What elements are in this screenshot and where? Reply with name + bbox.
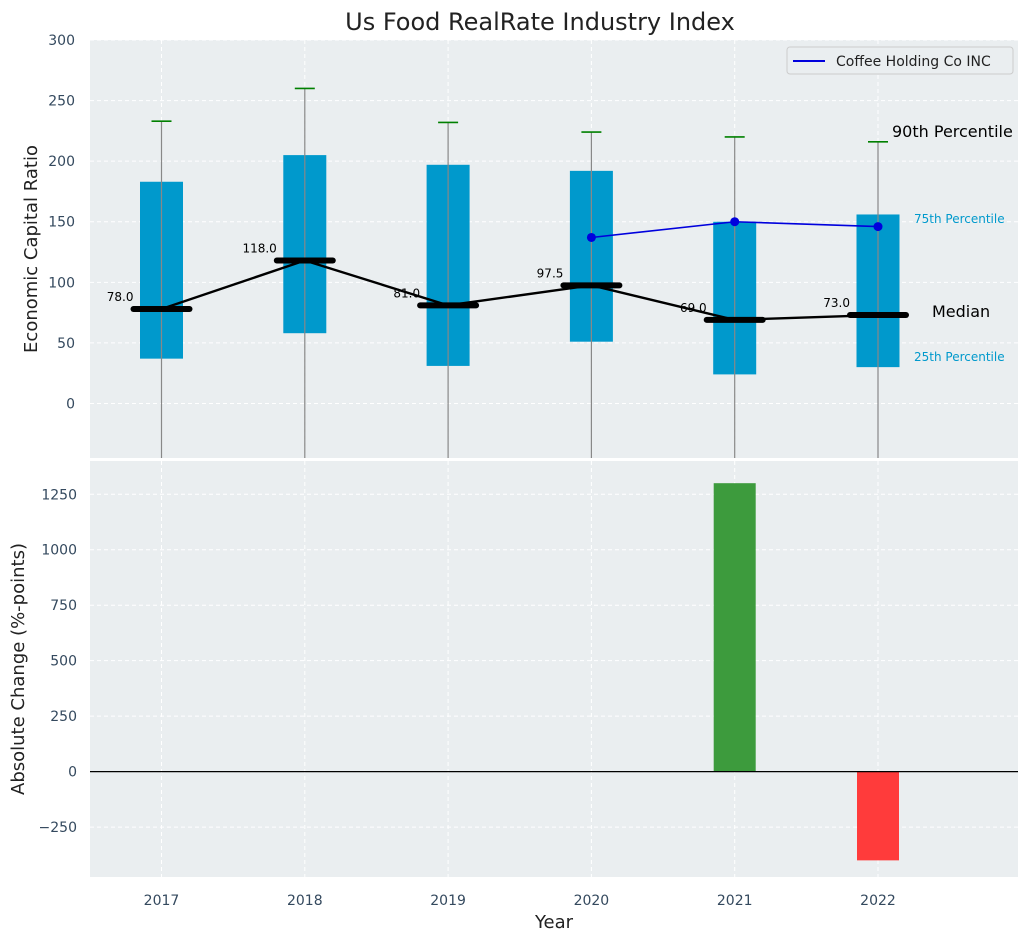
annotation-90th-percentile: 90th Percentile [892,122,1013,141]
x-tick-label: 2019 [430,893,466,909]
series-point [730,217,740,227]
bottom-y-tick-label: 1000 [41,543,77,559]
median-value-label: 69.0 [680,301,707,315]
annotation-median: Median [932,302,990,321]
legend: Coffee Holding Co INC [786,46,1014,75]
x-tick-labels: 2017 2018 2019 2020 2021 2022 [144,893,896,909]
x-tick-label: 2021 [717,893,753,909]
bottom-y-tick-label: 0 [68,765,77,781]
top-y-tick-label: 300 [48,33,75,49]
bottom-y-tick-label: 250 [50,709,77,725]
median-value-label: 78.0 [107,290,134,304]
top-y-tick-label: 250 [48,94,75,110]
series-point [873,222,883,232]
median-value-label: 81.0 [393,286,420,300]
bottom-plot-area [90,483,1018,861]
top-y-tick-label: 0 [66,396,75,412]
legend-label: Coffee Holding Co INC [836,54,991,70]
x-tick-label: 2022 [860,893,896,909]
top-y-tick-labels: 0 50 100 150 200 250 300 [48,33,75,412]
annotation-25th-percentile: 25th Percentile [914,350,1005,364]
series-point [586,232,596,242]
top-y-axis-title: Economic Capital Ratio [21,145,42,353]
bottom-y-tick-label: 500 [50,654,77,670]
median-value-label: 97.5 [537,266,564,280]
median-value-label: 73.0 [823,296,850,310]
median-trend-line [161,259,879,322]
x-tick-label: 2017 [144,893,180,909]
median-value-label: 118.0 [242,242,276,256]
chart-title: Us Food RealRate Industry Index [345,8,735,36]
top-y-tick-label: 200 [48,154,75,170]
legend-box [786,46,1014,75]
top-plot-area: 78.0 118.0 81.0 97.5 69.0 73.0 [107,87,909,458]
top-y-tick-label: 50 [57,336,75,352]
x-tick-label: 2018 [287,893,323,909]
change-bar [857,771,899,861]
top-y-tick-label: 150 [48,215,75,231]
bottom-y-axis-title: Absolute Change (%-points) [8,543,29,795]
top-y-tick-label: 100 [48,275,75,291]
x-axis-title: Year [534,912,574,933]
bottom-y-tick-label: −250 [39,820,77,836]
bottom-y-tick-label: 1250 [41,487,77,503]
bottom-y-tick-label: 750 [50,598,77,614]
change-bar [713,483,756,772]
annotation-75th-percentile: 75th Percentile [914,212,1005,226]
x-tick-label: 2020 [574,893,610,909]
bottom-y-tick-labels: −250 0 250 500 750 1000 1250 [39,487,77,836]
